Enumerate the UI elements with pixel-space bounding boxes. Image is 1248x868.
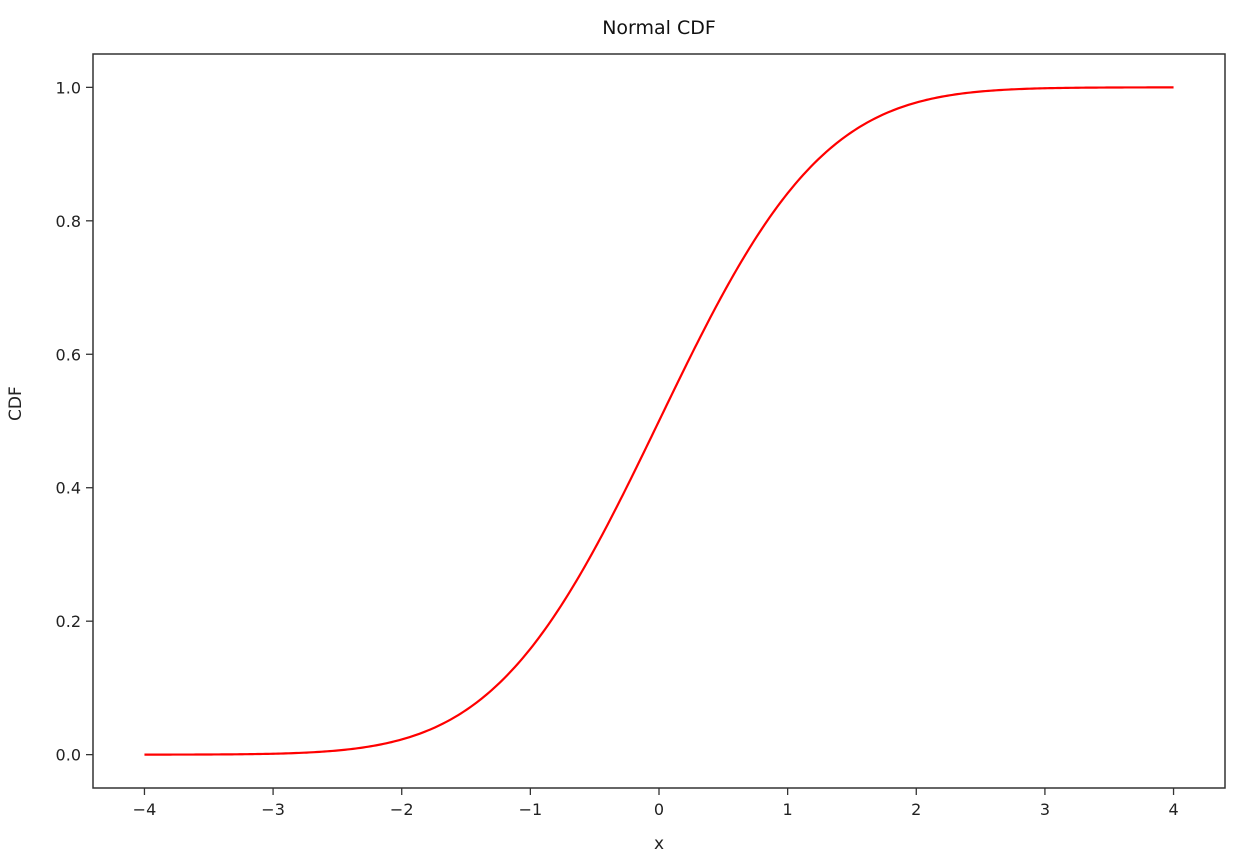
cdf-line <box>144 86 1174 756</box>
y-tick-label: 0.6 <box>56 345 81 364</box>
x-tick-label: −3 <box>261 800 285 819</box>
x-axis-label: x <box>653 834 665 854</box>
y-tick-label: 1.0 <box>56 78 81 97</box>
y-axis-label: CDF <box>6 386 26 421</box>
x-tick-label: 4 <box>1168 800 1178 819</box>
x-axis-ticks: −4 −3 −2 −1 0 1 2 3 4 <box>133 788 1179 819</box>
x-tick-label: −1 <box>519 800 543 819</box>
x-tick-label: 2 <box>911 800 921 819</box>
x-tick-label: −4 <box>133 800 157 819</box>
x-tick-label: −2 <box>390 800 414 819</box>
cdf-curve <box>144 86 1174 756</box>
y-tick-label: 0.8 <box>56 212 81 231</box>
y-tick-label: 0.2 <box>56 612 81 631</box>
chart-title: Normal CDF <box>602 17 716 39</box>
y-tick-label: 0.4 <box>56 479 81 498</box>
y-tick-label: 0.0 <box>56 746 81 765</box>
x-tick-label: 1 <box>783 800 793 819</box>
x-tick-label: 0 <box>654 800 664 819</box>
x-tick-label: 3 <box>1040 800 1050 819</box>
y-axis-ticks: 0.0 0.2 0.4 0.6 0.8 1.0 <box>56 78 93 765</box>
